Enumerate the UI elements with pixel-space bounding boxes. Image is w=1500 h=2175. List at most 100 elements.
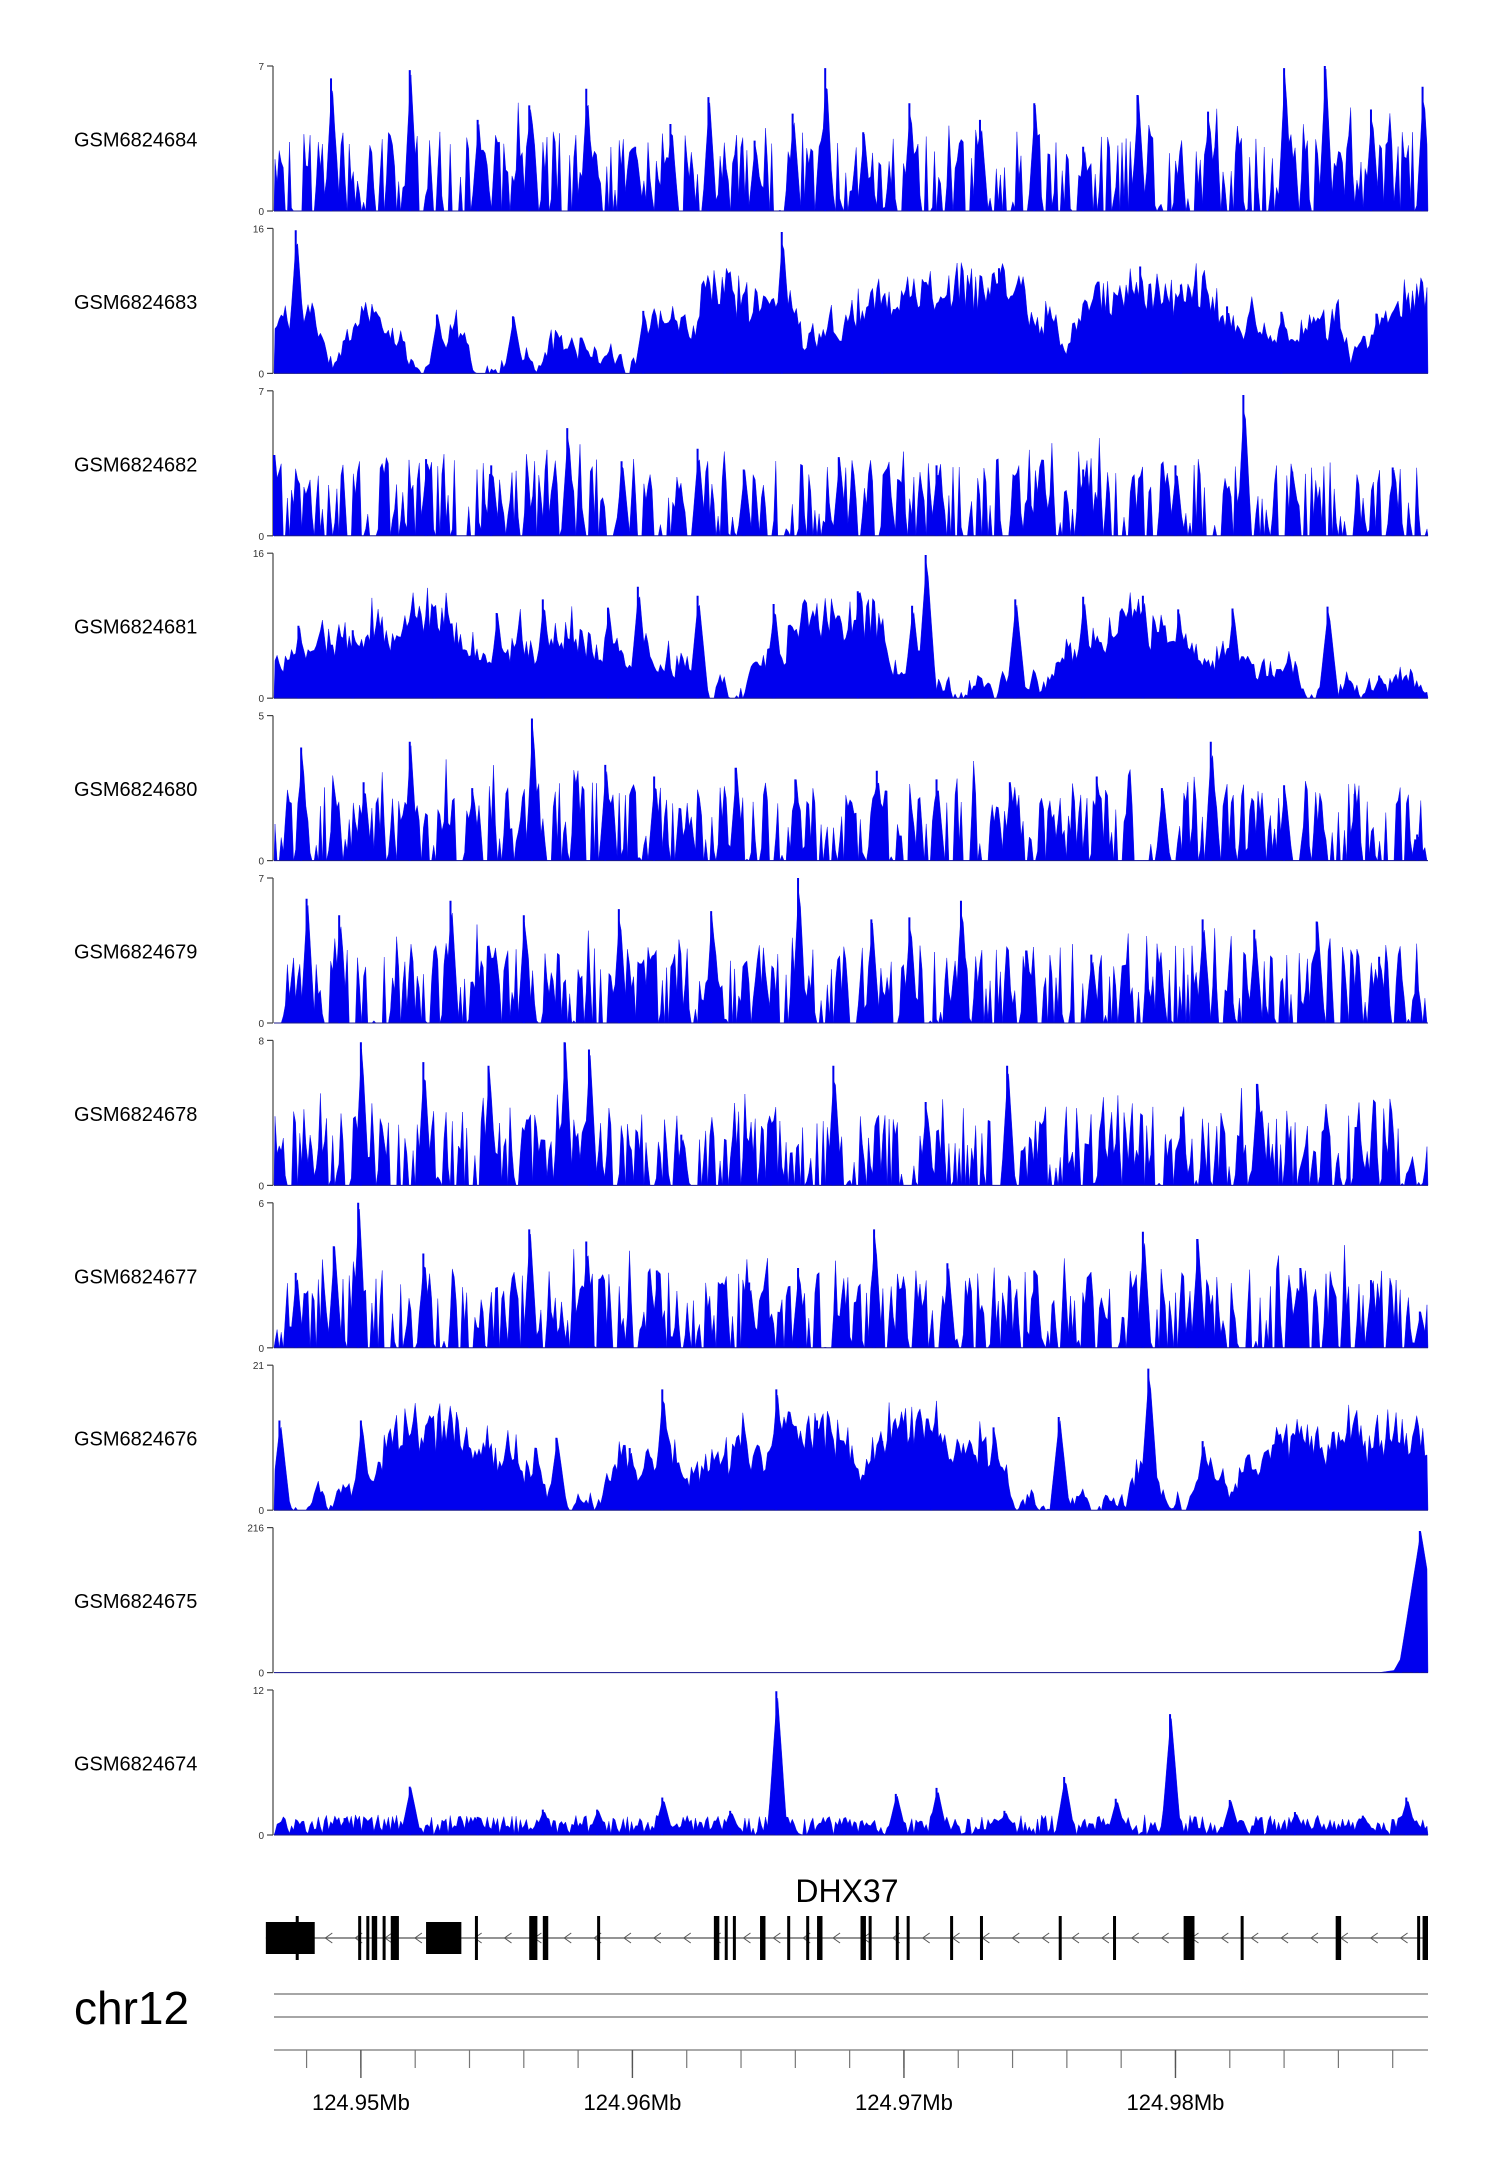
gene-exon (817, 1916, 823, 1960)
strand-arrow (921, 1932, 930, 1944)
track-label: GSM6824676 (74, 1429, 197, 1451)
genome-axis-tick-label: 124.97Mb (855, 2090, 953, 2115)
strand-arrow (1220, 1932, 1229, 1944)
coverage-area (273, 1042, 1429, 1187)
gene-exon (265, 1922, 315, 1954)
strand-arrow (1369, 1932, 1378, 1944)
gene-exon (390, 1916, 399, 1960)
y-tick-label-zero: 0 (258, 1831, 264, 1842)
gene-exon (713, 1916, 720, 1960)
y-tick-label-zero: 0 (258, 694, 264, 705)
genome-axis-tick-label: 124.96Mb (583, 2090, 681, 2115)
chromosome-label: chr12 (74, 1982, 189, 2034)
gene-name-label: DHX37 (795, 1873, 898, 1909)
y-tick-label-zero: 0 (258, 1344, 264, 1355)
gene-exon (868, 1916, 872, 1960)
strand-arrow (1011, 1932, 1020, 1944)
gene-exon (371, 1916, 378, 1960)
strand-arrow (324, 1932, 333, 1944)
strand-arrow (772, 1932, 781, 1944)
gene-exon (860, 1916, 866, 1960)
y-tick-label-zero: 0 (258, 1181, 264, 1192)
y-tick-label-zero: 0 (258, 1019, 264, 1030)
track-label: GSM6824678 (74, 1104, 197, 1126)
gene-exon (950, 1916, 954, 1960)
genome-axis-tick-label: 124.98Mb (1127, 2090, 1225, 2115)
y-tick-label-zero: 0 (258, 857, 264, 868)
gene-exon (1335, 1916, 1342, 1960)
strand-arrow (1280, 1932, 1289, 1944)
y-tick-label-zero: 0 (258, 369, 264, 380)
y-tick-label-zero: 0 (258, 1506, 264, 1517)
y-tick-label-zero: 0 (258, 532, 264, 543)
track-label: GSM6824682 (74, 454, 197, 476)
gene-exon (760, 1916, 766, 1960)
strand-arrow (682, 1932, 692, 1944)
coverage-area (273, 243, 1429, 374)
coverage-area (273, 1376, 1429, 1511)
gene-exon (1422, 1916, 1428, 1960)
genome-axis-tick-label: 124.95Mb (312, 2090, 410, 2115)
coverage-area (273, 1698, 1429, 1836)
coverage-area (273, 561, 1429, 699)
gene-exon (1113, 1916, 1117, 1960)
gene-exon (979, 1916, 983, 1960)
track-label: GSM6824679 (74, 942, 197, 964)
y-tick-label-max: 12 (253, 1686, 265, 1697)
y-tick-label-max: 6 (258, 1199, 264, 1210)
y-tick-label-zero: 0 (258, 1669, 264, 1680)
gene-exon (382, 1916, 386, 1960)
gene-exon (806, 1916, 810, 1960)
strand-arrow (1041, 1932, 1050, 1944)
y-tick-label-max: 7 (258, 387, 264, 398)
y-tick-label-max: 5 (258, 712, 264, 723)
strand-arrow (832, 1932, 841, 1944)
strand-arrow (1250, 1932, 1259, 1944)
strand-arrow (1160, 1932, 1169, 1944)
track-label: GSM6824680 (74, 779, 197, 801)
gene-exon (366, 1916, 370, 1960)
strand-arrow (742, 1932, 751, 1944)
y-tick-label-max: 16 (253, 549, 265, 560)
gene-exon (295, 1916, 299, 1960)
gene-exon (732, 1916, 736, 1960)
strand-arrow (503, 1932, 512, 1944)
y-tick-label-max: 7 (258, 874, 264, 885)
gene-exon (597, 1916, 601, 1960)
coverage-area (273, 1209, 1429, 1349)
strand-arrow (623, 1932, 632, 1944)
strand-arrow (414, 1932, 423, 1944)
coverage-area (273, 410, 1429, 537)
y-tick-label-max: 8 (258, 1036, 264, 1047)
gene-exon (906, 1916, 910, 1960)
track-label: GSM6824677 (74, 1266, 197, 1288)
strand-arrow (563, 1932, 572, 1944)
gene-exon (426, 1922, 462, 1954)
track-label: GSM6824674 (74, 1754, 197, 1776)
strand-arrow (1071, 1932, 1080, 1944)
strand-arrow (652, 1932, 662, 1944)
gene-exon (787, 1916, 791, 1960)
coverage-area (273, 68, 1429, 212)
gene-exon (1183, 1916, 1195, 1960)
y-tick-label-max: 21 (253, 1361, 265, 1372)
gene-exon (542, 1916, 549, 1960)
strand-arrow (1399, 1932, 1408, 1944)
y-tick-label-zero: 0 (258, 207, 264, 218)
gene-exon (895, 1916, 899, 1960)
gene-exon (724, 1916, 728, 1960)
strand-arrow (1101, 1932, 1110, 1944)
strand-arrow (1310, 1932, 1319, 1944)
coverage-area (274, 1531, 1429, 1673)
track-label: GSM6824681 (74, 617, 197, 639)
y-tick-label-max: 216 (247, 1524, 264, 1535)
gene-exon (358, 1916, 362, 1960)
y-tick-label-max: 16 (253, 224, 265, 235)
track-label: GSM6824675 (74, 1591, 197, 1613)
gene-exon (529, 1916, 538, 1960)
coverage-area (273, 725, 1428, 862)
strand-arrow (473, 1932, 482, 1944)
gene-exon (1058, 1916, 1062, 1960)
